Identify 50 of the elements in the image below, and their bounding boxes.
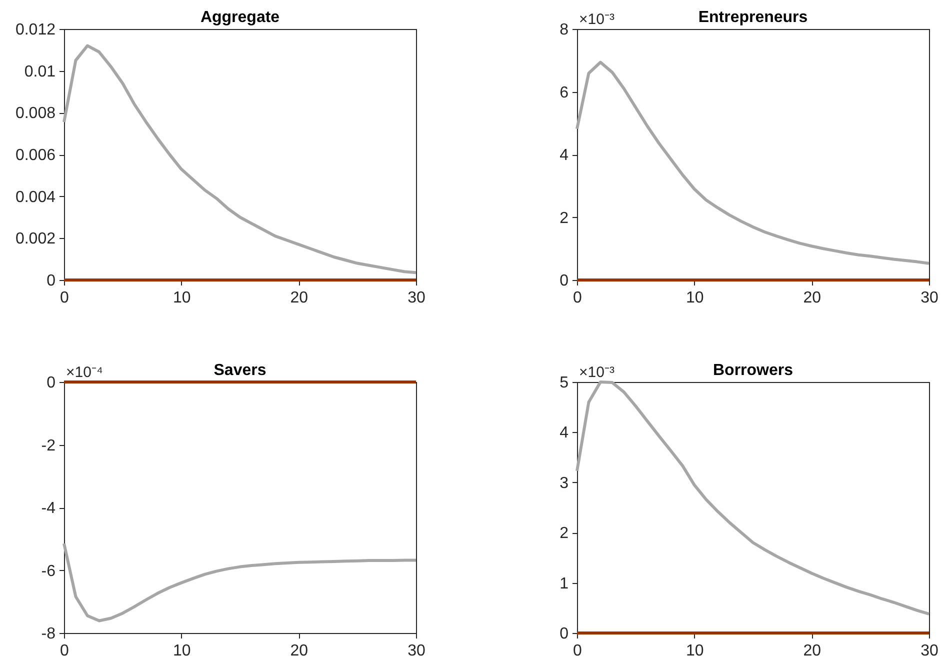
y-tick-label: -2 — [41, 437, 56, 454]
y-tick-label: 0.008 — [15, 105, 56, 122]
y-tick-label: 0 — [46, 272, 56, 290]
y-tick-label: 0.01 — [24, 63, 56, 80]
x-tick-label: 30 — [920, 642, 938, 660]
text: ×10⁻⁴ — [66, 364, 103, 381]
x-tick-label: 10 — [172, 290, 191, 306]
y-tick-label: 8 — [560, 22, 569, 38]
y-tick-label: 3 — [560, 474, 569, 492]
y-tick-label: 5 — [560, 374, 569, 392]
x-tick-label: 10 — [686, 642, 704, 660]
chart-title: Savers — [214, 362, 266, 379]
x-tick-label: 30 — [408, 290, 426, 306]
y-tick-label: 4 — [560, 424, 569, 442]
text: ×10⁻³ — [579, 364, 614, 381]
x-tick-label: 0 — [573, 290, 582, 306]
y-tick-label: 2 — [560, 210, 569, 227]
y-tick-label: 0.004 — [15, 188, 56, 206]
x-tick-label: 10 — [686, 290, 704, 306]
y-tick-label: 0 — [46, 374, 56, 392]
y-tick-label: -8 — [41, 626, 56, 642]
y-tick-label: -4 — [41, 500, 56, 517]
y-tick-label: 0 — [560, 626, 569, 642]
x-tick-label: 0 — [60, 642, 70, 660]
y-tick-label: 0 — [560, 272, 569, 290]
x-tick-label: 0 — [573, 642, 582, 660]
x-tick-label: 20 — [803, 290, 822, 306]
x-tick-label: 30 — [920, 290, 938, 306]
text: ×10⁻³ — [579, 11, 614, 28]
y-tick-label: 2 — [560, 525, 569, 542]
x-tick-label: 30 — [408, 642, 426, 660]
x-tick-label: 10 — [172, 642, 191, 660]
chart-title: Aggregate — [200, 9, 280, 26]
y-tick-label: 1 — [560, 575, 569, 592]
y-tick-label: 4 — [560, 147, 569, 164]
chart-title: Borrowers — [712, 362, 794, 379]
x-tick-label: 20 — [290, 642, 308, 660]
y-tick-label: -6 — [41, 562, 56, 580]
x-tick-label: 20 — [290, 290, 308, 306]
chart-title: Entrepreneurs — [698, 9, 808, 26]
line-series — [62, 44, 418, 274]
line-series — [576, 380, 930, 616]
line-series — [576, 60, 930, 265]
y-tick-label: 0.012 — [15, 22, 56, 38]
y-tick-label: 6 — [560, 84, 569, 102]
x-tick-label: 20 — [803, 642, 822, 660]
line-series — [62, 542, 418, 622]
y-tick-label: 0.002 — [15, 230, 56, 248]
y-tick-label: 0.006 — [15, 147, 56, 164]
x-tick-label: 0 — [60, 290, 70, 306]
